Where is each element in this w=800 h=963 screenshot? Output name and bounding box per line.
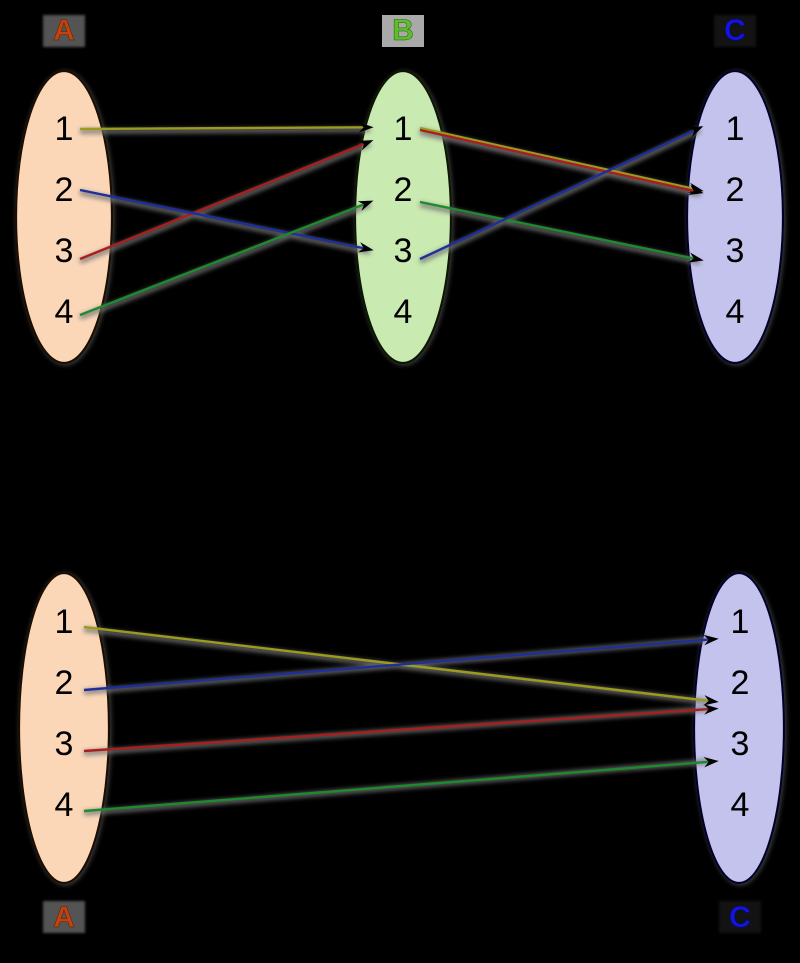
svg-text:1: 1 [394, 110, 413, 148]
svg-text:4: 4 [731, 786, 750, 824]
svg-text:1: 1 [55, 110, 74, 148]
svg-text:3: 3 [726, 232, 745, 270]
svg-text:A: A [53, 901, 75, 934]
svg-text:2: 2 [394, 171, 413, 209]
svg-text:C: C [724, 14, 746, 47]
svg-text:2: 2 [726, 171, 745, 209]
svg-text:4: 4 [55, 293, 74, 331]
svg-text:3: 3 [55, 725, 74, 763]
svg-text:A: A [53, 14, 75, 47]
svg-text:1: 1 [731, 603, 750, 641]
svg-text:4: 4 [394, 293, 413, 331]
svg-text:3: 3 [394, 232, 413, 270]
svg-text:3: 3 [731, 725, 750, 763]
svg-text:4: 4 [55, 786, 74, 824]
svg-text:1: 1 [726, 110, 745, 148]
svg-text:C: C [729, 901, 751, 934]
svg-text:3: 3 [55, 232, 74, 270]
svg-text:B: B [392, 14, 414, 47]
svg-text:2: 2 [55, 664, 74, 702]
svg-text:4: 4 [726, 293, 745, 331]
svg-text:2: 2 [731, 664, 750, 702]
svg-text:1: 1 [55, 603, 74, 641]
svg-text:2: 2 [55, 171, 74, 209]
